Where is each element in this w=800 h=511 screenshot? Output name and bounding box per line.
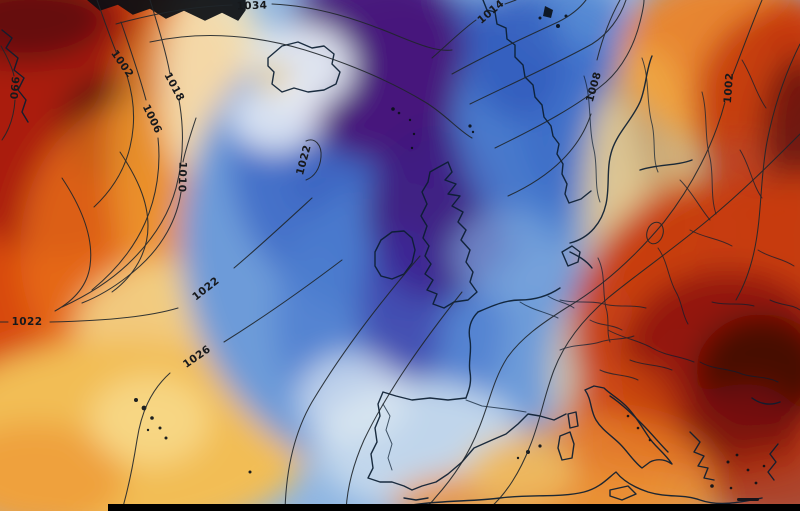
turkey-coast: [767, 443, 779, 481]
morocco-tip: [403, 497, 429, 501]
iceland-coast: [267, 41, 341, 93]
italy-coast: [584, 385, 673, 469]
africa-coast: [395, 471, 763, 509]
ireland-coast: [374, 230, 416, 280]
france-atlantic-coast: [465, 311, 479, 399]
baltic-coast: [569, 55, 653, 244]
finland-coast: [639, 159, 693, 171]
greece-coast: [689, 431, 715, 481]
sardinia-coast: [557, 431, 575, 461]
adriatic-coast: [609, 395, 669, 453]
great-britain-coast: [420, 161, 478, 309]
corsica-coast: [567, 411, 579, 429]
north-sea-coast: [477, 287, 561, 313]
german-coast: [569, 251, 593, 269]
bottom-letterbox-bar: [108, 504, 800, 511]
norway-coast: [482, 0, 592, 204]
iberia-coast: [367, 391, 567, 491]
sicily-coast: [609, 485, 637, 501]
black-sea-coast: [751, 397, 781, 405]
labrador-coast: [1, 29, 29, 123]
greenland-coast: [87, 0, 246, 21]
